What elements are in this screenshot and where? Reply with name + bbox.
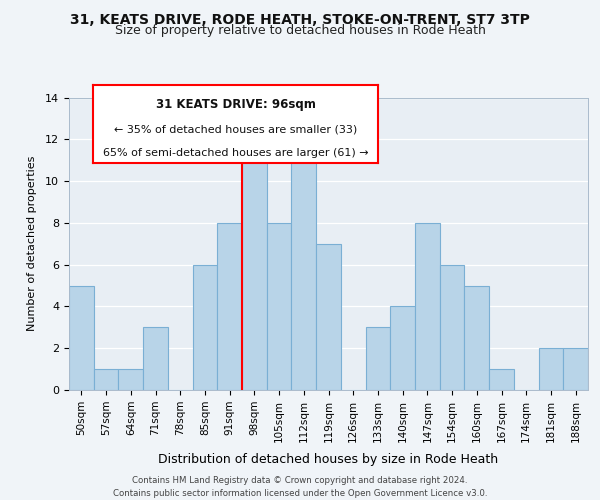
Text: 65% of semi-detached houses are larger (61) →: 65% of semi-detached houses are larger (…	[103, 148, 368, 158]
Bar	[242, 140, 267, 390]
Text: Contains HM Land Registry data © Crown copyright and database right 2024.: Contains HM Land Registry data © Crown c…	[132, 476, 468, 485]
Text: Contains public sector information licensed under the Open Government Licence v3: Contains public sector information licen…	[113, 489, 487, 498]
Bar	[193, 264, 217, 390]
Bar	[464, 286, 489, 390]
Text: 31 KEATS DRIVE: 96sqm: 31 KEATS DRIVE: 96sqm	[155, 98, 316, 111]
Bar	[94, 369, 118, 390]
X-axis label: Distribution of detached houses by size in Rode Heath: Distribution of detached houses by size …	[158, 453, 499, 466]
Bar	[292, 160, 316, 390]
Y-axis label: Number of detached properties: Number of detached properties	[27, 156, 37, 332]
Bar	[69, 286, 94, 390]
Text: 31, KEATS DRIVE, RODE HEATH, STOKE-ON-TRENT, ST7 3TP: 31, KEATS DRIVE, RODE HEATH, STOKE-ON-TR…	[70, 12, 530, 26]
Bar	[415, 223, 440, 390]
Bar	[316, 244, 341, 390]
Text: ← 35% of detached houses are smaller (33): ← 35% of detached houses are smaller (33…	[114, 125, 357, 135]
Bar	[390, 306, 415, 390]
Bar	[118, 369, 143, 390]
Bar	[143, 328, 168, 390]
Bar	[489, 369, 514, 390]
Bar	[217, 223, 242, 390]
Bar	[440, 264, 464, 390]
Bar	[563, 348, 588, 390]
Bar	[365, 328, 390, 390]
Bar	[267, 223, 292, 390]
Bar	[539, 348, 563, 390]
Text: Size of property relative to detached houses in Rode Heath: Size of property relative to detached ho…	[115, 24, 485, 37]
